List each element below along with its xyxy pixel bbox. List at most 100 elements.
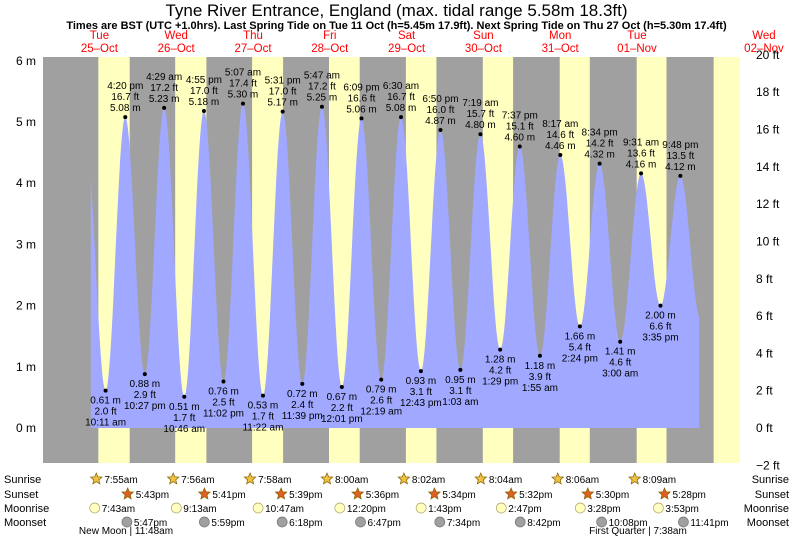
high-tide-metres: 5.18 m — [189, 97, 220, 108]
sunrise-time: 7:55am — [104, 475, 137, 486]
low-tide-time: 12:43 pm — [400, 398, 442, 409]
low-tide-feet: 3.1 ft — [449, 386, 471, 397]
moonrise-time: 1:43pm — [428, 504, 461, 515]
y-axis-right-tick: 18 ft — [756, 85, 780, 99]
sunset-icon — [121, 487, 135, 500]
sunrise-time: 8:06am — [566, 475, 599, 486]
moonset-row-label: Moonset — [747, 517, 789, 529]
low-tide-time: 3:35 pm — [642, 333, 678, 344]
tide-point — [558, 153, 563, 158]
day-date-label: 26–Oct — [158, 43, 196, 55]
low-tide-feet: 4.2 ft — [489, 366, 511, 377]
high-tide-time: 6:30 am — [383, 81, 419, 92]
tide-point — [201, 108, 206, 113]
sunset-icon — [351, 487, 365, 500]
high-tide-time: 6:50 pm — [422, 94, 458, 105]
high-tide-metres: 4.60 m — [504, 132, 535, 143]
y-axis-left-tick: 2 m — [16, 299, 36, 313]
y-axis-left-tick: 0 m — [16, 421, 36, 435]
moonrise-icon — [495, 502, 507, 514]
day-date-label: 01–Nov — [617, 43, 657, 55]
high-tide-time: 4:20 pm — [107, 81, 143, 92]
low-tide-metres: 2.00 m — [645, 311, 676, 322]
high-tide-feet: 17.0 ft — [269, 87, 297, 98]
sunrise-icon — [166, 472, 180, 485]
sunset-row-label: Sunset — [4, 489, 38, 501]
sunrise-time: 8:00am — [335, 475, 368, 486]
high-tide-metres: 4.46 m — [545, 141, 576, 152]
low-tide-time: 10:46 am — [163, 424, 205, 435]
low-tide-feet: 5.4 ft — [569, 342, 591, 353]
y-axis-left-tick: 5 m — [16, 115, 36, 129]
high-tide-metres: 5.06 m — [346, 104, 377, 115]
y-axis-right-tick: 14 ft — [756, 160, 780, 174]
high-tide-metres: 4.12 m — [665, 162, 696, 173]
low-tide-metres: 0.61 m — [90, 396, 121, 407]
low-tide-time: 11:39 pm — [282, 411, 323, 422]
low-tide-feet: 3.1 ft — [410, 387, 432, 398]
moonrise-icon — [170, 502, 182, 514]
low-tide-time: 2:24 pm — [562, 353, 598, 364]
high-tide-metres: 4.16 m — [626, 159, 657, 170]
moonset-icon — [276, 516, 288, 528]
tide-point — [182, 394, 187, 399]
moonset-time: 5:59pm — [211, 518, 244, 529]
day-date-label: 27–Oct — [234, 43, 272, 55]
tide-point — [418, 369, 423, 374]
low-tide-feet: 4.6 ft — [609, 358, 631, 369]
tide-area — [90, 103, 700, 428]
tide-point — [478, 132, 483, 137]
moonset-time: 6:18pm — [289, 518, 322, 529]
high-tide-feet: 17.2 ft — [308, 82, 336, 93]
sunset-icon — [427, 487, 441, 500]
tide-point — [339, 384, 344, 389]
moonrise-icon — [334, 502, 346, 514]
moonrise-icon — [252, 502, 264, 514]
tide-point — [458, 367, 463, 372]
low-tide-feet: 1.7 ft — [252, 412, 274, 423]
tide-point — [379, 377, 384, 382]
moonrise-icon — [415, 502, 427, 514]
low-tide-feet: 2.6 ft — [370, 396, 392, 407]
high-tide-feet: 15.7 ft — [467, 109, 495, 120]
high-tide-time: 7:19 am — [462, 98, 498, 109]
sunset-icon — [274, 487, 288, 500]
high-tide-feet: 16.7 ft — [387, 92, 415, 103]
moonset-row-label: Moonset — [4, 517, 46, 529]
high-tide-time: 4:29 am — [146, 72, 182, 83]
high-tide-feet: 17.2 ft — [150, 83, 178, 94]
y-axis-right-tick: 2 ft — [756, 384, 773, 398]
day-name-label: Fri — [323, 30, 336, 42]
moonrise-icon — [89, 502, 101, 514]
day-name-label: Sun — [473, 30, 493, 42]
low-tide-time: 1:29 pm — [482, 377, 518, 388]
sunrise-time: 8:04am — [489, 475, 522, 486]
sunset-time: 5:36pm — [366, 490, 399, 501]
sunrise-icon — [551, 472, 565, 485]
sunset-icon — [581, 487, 595, 500]
sunset-icon — [657, 487, 672, 500]
y-axis-right-tick: 10 ft — [756, 234, 780, 248]
sunrise-row-label: Sunrise — [4, 474, 41, 486]
tide-point — [658, 303, 663, 308]
sunset-icon — [504, 487, 518, 500]
high-tide-time: 9:48 pm — [662, 140, 698, 151]
moonrise-icon — [574, 502, 586, 514]
y-axis-left-tick: 1 m — [16, 360, 36, 374]
day-name-label: Wed — [164, 30, 187, 42]
day-date-label: 29–Oct — [388, 43, 426, 55]
tide-point — [498, 347, 503, 352]
moonrise-time: 10:47am — [265, 504, 304, 515]
high-tide-feet: 16.0 ft — [427, 105, 455, 116]
moonrise-time: 9:13am — [183, 504, 216, 515]
tide-point — [300, 381, 305, 386]
day-date-label: 30–Oct — [465, 43, 503, 55]
low-tide-feet: 3.9 ft — [529, 372, 551, 383]
sunset-time: 5:41pm — [212, 490, 245, 501]
high-tide-time: 5:31 pm — [265, 76, 301, 87]
sunset-time: 5:32pm — [519, 490, 552, 501]
y-axis-right-tick: 8 ft — [756, 272, 773, 286]
low-tide-metres: 0.79 m — [366, 385, 397, 396]
moonset-time: 7:34pm — [447, 518, 480, 529]
moonrise-time: 2:47pm — [508, 504, 541, 515]
